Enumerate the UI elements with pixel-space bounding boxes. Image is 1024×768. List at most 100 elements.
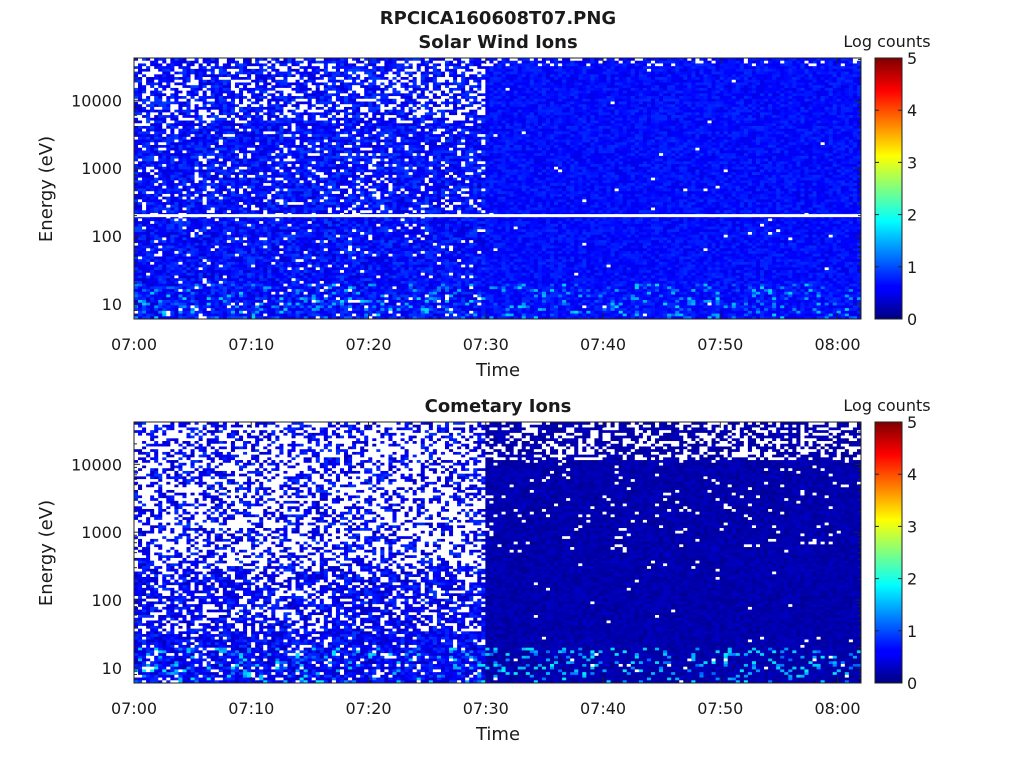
heatmap-cell — [247, 215, 252, 219]
heatmap-cell — [186, 117, 191, 121]
heatmap-cell — [335, 145, 341, 149]
heatmap-cell — [295, 66, 300, 70]
heatmap-cell — [267, 316, 272, 320]
heatmap-cell — [307, 172, 313, 176]
heatmap-cell — [303, 87, 309, 92]
heatmap-cell — [222, 270, 228, 274]
heatmap-cell — [299, 96, 305, 100]
heatmap-cell — [251, 218, 256, 222]
heatmap-cell — [154, 58, 159, 62]
heatmap-cell — [218, 308, 224, 312]
heatmap-cell — [146, 261, 151, 266]
heatmap-cell — [307, 289, 313, 293]
heatmap-cell — [331, 112, 337, 116]
heatmap-cell — [279, 270, 284, 274]
heatmap-cell — [291, 77, 296, 81]
heatmap-cell — [291, 180, 296, 184]
heatmap-cell — [275, 82, 280, 86]
heatmap-cell — [299, 136, 305, 140]
heatmap-cell — [150, 223, 155, 227]
heatmap-cell — [311, 297, 317, 301]
heatmap-cell — [154, 63, 159, 67]
heatmap-cell — [279, 299, 284, 304]
heatmap-cell — [134, 87, 139, 92]
heatmap-cell — [287, 150, 292, 154]
heatmap-cell — [218, 180, 224, 184]
heatmap-cell — [263, 134, 268, 138]
heatmap-cell — [275, 142, 280, 146]
heatmap-cell — [299, 283, 305, 287]
heatmap-cell — [271, 245, 276, 249]
heatmap-cell — [138, 232, 143, 236]
heatmap-cell — [251, 308, 256, 312]
heatmap-cell — [154, 90, 159, 94]
heatmap-cell — [222, 90, 228, 94]
heatmap-cell — [158, 79, 163, 83]
heatmap-cell — [178, 270, 183, 274]
heatmap-cell — [234, 297, 240, 301]
heatmap-cell — [331, 308, 337, 312]
heatmap-cell — [206, 248, 212, 252]
heatmap-cell — [271, 131, 276, 135]
heatmap-cell — [230, 215, 236, 219]
heatmap-cell — [226, 158, 232, 162]
heatmap-cell — [271, 183, 276, 187]
heatmap-cell — [335, 180, 341, 184]
heatmap-cell — [210, 272, 216, 276]
heatmap-cell — [158, 82, 163, 86]
heatmap-cell — [182, 232, 187, 236]
heatmap-cell — [255, 147, 260, 151]
heatmap-cell — [170, 74, 175, 78]
heatmap-cell — [331, 218, 337, 222]
heatmap-cell — [323, 125, 329, 130]
heatmap-cell — [283, 172, 288, 176]
heatmap-cell — [331, 60, 337, 64]
heatmap-cell — [142, 104, 147, 108]
heatmap-cell — [142, 270, 147, 274]
heatmap-cell — [255, 316, 260, 320]
heatmap-cell — [158, 74, 163, 78]
heatmap-cell — [182, 297, 187, 301]
heatmap-cell — [335, 93, 341, 97]
heatmap-cell — [178, 58, 183, 62]
heatmap-cell — [150, 161, 155, 165]
heatmap-cell — [158, 93, 163, 97]
heatmap-cell — [275, 147, 280, 151]
heatmap-cell — [327, 272, 333, 276]
heatmap-cell — [166, 169, 171, 173]
heatmap-cell — [178, 166, 183, 170]
heatmap-cell — [291, 237, 296, 241]
heatmap-cell — [263, 305, 268, 309]
heatmap-cell — [142, 68, 147, 72]
heatmap-cell — [174, 289, 179, 293]
heatmap-cell — [202, 164, 208, 168]
heatmap-cell — [202, 60, 208, 64]
heatmap-cell — [339, 71, 345, 75]
heatmap-cell — [226, 267, 232, 271]
heatmap-cell — [267, 177, 272, 181]
heatmap-cell — [146, 280, 151, 285]
heatmap-cell — [295, 221, 300, 225]
heatmap-cell — [271, 229, 276, 233]
heatmap-cell — [138, 85, 143, 89]
heatmap-cell — [162, 101, 167, 105]
heatmap-cell — [315, 158, 321, 162]
heatmap-cell — [291, 210, 296, 214]
heatmap-cell — [339, 267, 345, 271]
heatmap-cell — [251, 180, 256, 184]
heatmap-cell — [259, 63, 264, 67]
heatmap-cell — [134, 142, 139, 146]
heatmap-cell — [138, 109, 143, 113]
heatmap-cell — [331, 237, 337, 241]
heatmap-cell — [138, 155, 143, 159]
heatmap-cell — [198, 174, 204, 179]
heatmap-cell — [295, 60, 300, 64]
heatmap-cell — [218, 155, 224, 159]
heatmap-cell — [214, 226, 220, 230]
heatmap-cell — [239, 169, 244, 173]
heatmap-cell — [279, 139, 284, 143]
heatmap-cell — [339, 242, 345, 246]
heatmap-cell — [255, 291, 260, 295]
heatmap-cell — [186, 180, 191, 184]
heatmap-cell — [222, 242, 228, 246]
